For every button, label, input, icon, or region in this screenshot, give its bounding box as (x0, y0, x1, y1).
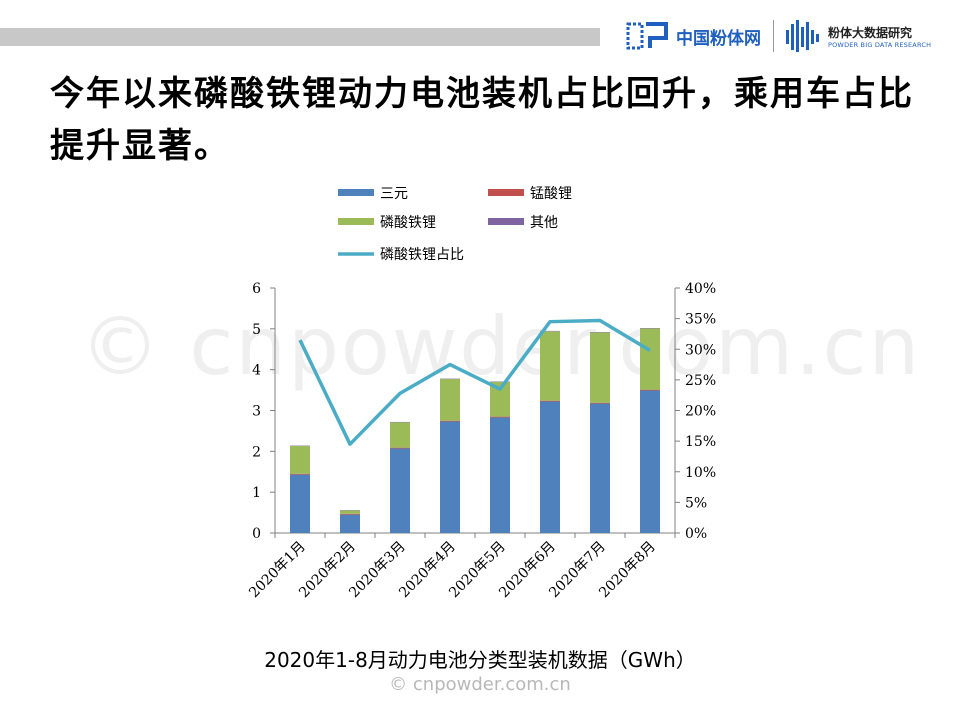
bar-segment (290, 473, 310, 475)
y2-tick-label: 0% (685, 526, 707, 542)
brand-divider (773, 20, 774, 52)
y2-tick-label: 15% (685, 434, 716, 450)
watermark: © cnpowder.com.cn (80, 300, 922, 393)
chart-bars (290, 328, 660, 533)
bar-segment (540, 401, 560, 533)
legend-swatch (338, 189, 374, 196)
y2-tick-label: 5% (685, 495, 707, 511)
brand-name: 中国粉体网 (676, 28, 761, 49)
y-tick-label: 1 (252, 485, 261, 501)
legend-label: 磷酸铁锂 (380, 215, 436, 231)
bar-segment (490, 381, 510, 417)
bar-segment (540, 331, 560, 401)
legend-swatch (488, 189, 524, 196)
bar-segment (340, 513, 360, 515)
bar-segment (390, 447, 410, 449)
bar-segment (440, 379, 460, 421)
footer-watermark: © cnpowder.com.cn (389, 674, 571, 695)
legend-swatch (488, 218, 524, 225)
y2-tick-label: 40% (685, 281, 716, 297)
legend-label: 其他 (530, 215, 558, 231)
bar-segment (590, 332, 610, 403)
header-bar (0, 28, 600, 46)
y2-tick-label: 30% (685, 342, 716, 358)
bar-segment (290, 446, 310, 474)
chart-line (298, 318, 651, 446)
bar-segment (390, 422, 410, 448)
legend-label: 锰酸锂 (530, 186, 572, 202)
lfp-share-line (298, 318, 651, 446)
bar-segment (640, 328, 660, 390)
bar-segment (440, 421, 460, 533)
y-tick-label: 6 (252, 281, 261, 297)
y-tick-label: 2 (252, 444, 261, 460)
bar-segment (590, 402, 610, 404)
bar-segment (640, 390, 660, 533)
chart-caption: 2020年1-8月动力电池分类型装机数据（GWh） (264, 648, 696, 672)
bigdata-logo-icon (784, 18, 824, 54)
bar-segment (490, 416, 510, 418)
bar-segment (390, 448, 410, 533)
y2-tick-label: 20% (685, 404, 716, 420)
bar-segment (490, 417, 510, 533)
y2-tick-label: 25% (685, 373, 716, 389)
legend-label: 磷酸铁锂占比 (380, 247, 464, 263)
brand2: 粉体大数据研究 POWDER BIG DATA RESEARCH (828, 24, 931, 49)
brand-area: 中国粉体网 粉体大数据研究 POWDER BIG DATA RESEARCH (626, 14, 931, 58)
bar-segment (640, 389, 660, 391)
bar-segment (440, 420, 460, 422)
brand2-cn: 粉体大数据研究 (828, 25, 913, 40)
brand2-en: POWDER BIG DATA RESEARCH (828, 40, 932, 49)
y-tick-label: 4 (252, 363, 261, 379)
y2-tick-label: 35% (685, 312, 716, 328)
bar-segment (290, 474, 310, 533)
y2-tick-label: 10% (685, 465, 716, 481)
bar-segment (340, 514, 360, 533)
bar-segment (340, 510, 360, 514)
y-tick-label: 3 (252, 404, 261, 420)
y-tick-label: 0 (252, 526, 261, 542)
y-tick-label: 5 (252, 322, 261, 338)
page-headline: 今年以来磷酸铁锂动力电池装机占比回升，乘用车占比提升显著。 (50, 74, 914, 166)
legend-label: 三元 (380, 186, 408, 202)
bar-segment (590, 403, 610, 533)
legend-swatch (338, 218, 374, 225)
bar-segment (540, 400, 560, 402)
cnpowder-logo-icon (626, 20, 672, 52)
